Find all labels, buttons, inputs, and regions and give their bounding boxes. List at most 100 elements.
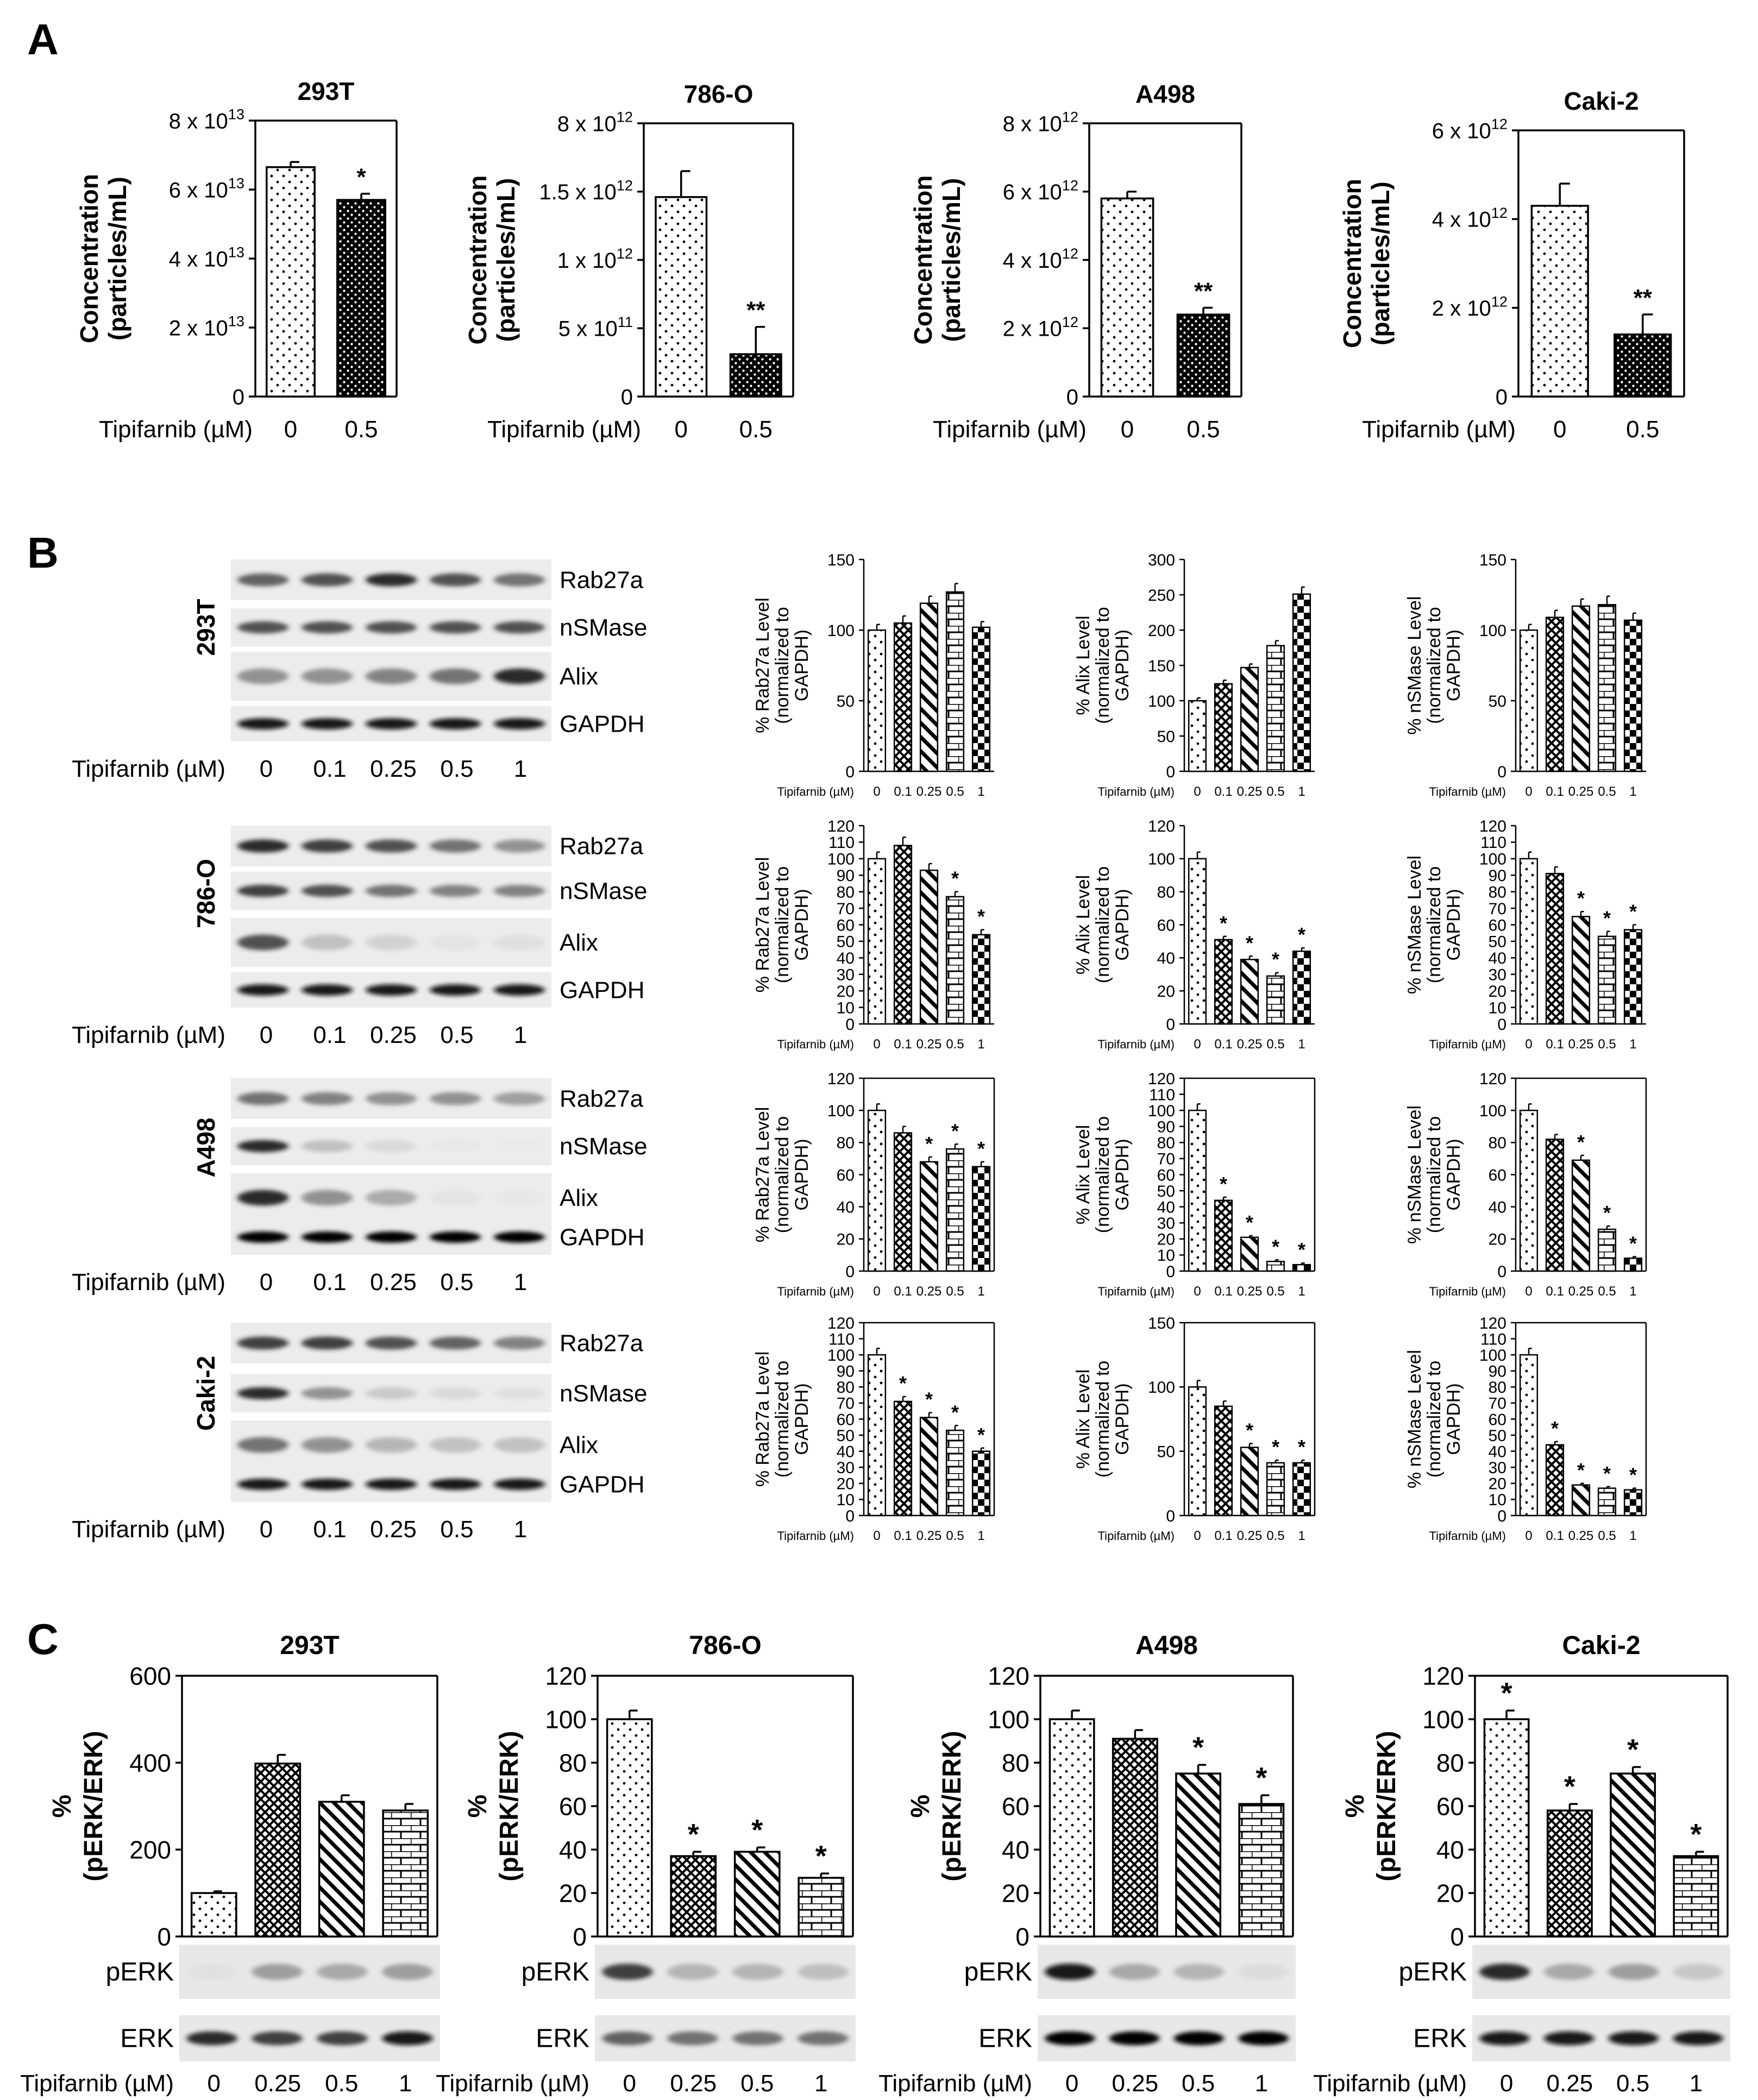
x-tick-label: 0: [1194, 1037, 1201, 1052]
panel-label-a: A: [27, 15, 59, 64]
y-tick-label: 80: [1436, 1749, 1464, 1777]
blot-band: [365, 1140, 417, 1153]
band-label: GAPDH: [560, 977, 644, 1004]
x-tick-label: 0.5: [946, 1037, 964, 1052]
blot-band: [732, 2031, 783, 2046]
significance-star: **: [1634, 285, 1653, 311]
bar-0.1: [1545, 617, 1565, 772]
significance-star: *: [751, 1814, 763, 1846]
band-label: pERK: [522, 1958, 589, 1986]
y-tick-label: 0: [845, 763, 855, 781]
y-axis-label-line: GAPDH): [1112, 1383, 1133, 1455]
bar-0: [867, 1354, 887, 1517]
significance-star: *: [1220, 912, 1227, 934]
chart-b-293t-nsmase: 0 50 100 150 0 0.1 0.25 0.5 1 Tipifarnib (µM) % nS…: [1404, 551, 1646, 799]
x-tick-label: 0: [1194, 1284, 1201, 1299]
y-tick-label: 50: [1489, 1427, 1506, 1445]
blot-band: [365, 984, 417, 996]
blot-band: [301, 718, 353, 730]
significance-star: *: [951, 1401, 959, 1423]
blot-band: [732, 1964, 783, 1980]
band-label: pERK: [106, 1958, 174, 1986]
blot-band: [301, 1140, 353, 1153]
y-tick-label: 20: [837, 1231, 855, 1249]
bar-0.25: [1571, 1484, 1591, 1517]
y-axis-label-line: (pERK/ERK): [495, 1731, 524, 1881]
x-tick-label: 1: [399, 2070, 412, 2097]
y-tick-label: 40: [1157, 1198, 1175, 1216]
x-axis-label: Tipifarnib (µM): [1313, 2070, 1467, 2097]
bar-0.1: [1545, 1444, 1565, 1517]
lane-label: 1: [514, 756, 527, 782]
band-label: ERK: [120, 2024, 174, 2053]
y-tick-label: 250: [1148, 587, 1175, 605]
x-axis-label: Tipifarnib (µM): [1098, 785, 1175, 798]
blot-band: [493, 934, 545, 951]
blot-strip-perk: [595, 1945, 856, 1999]
y-tick-label: 60: [1489, 1166, 1506, 1184]
significance-star: *: [1501, 1677, 1512, 1709]
blot-band: [237, 573, 289, 587]
x-tick-label: 1: [1298, 784, 1305, 799]
bar-1: [1673, 1855, 1719, 1938]
blot-band: [237, 1140, 289, 1153]
x-tick-label: 0.25: [916, 1284, 942, 1299]
y-tick-label: 90: [837, 1363, 855, 1381]
y-axis-label-line: (normalized to: [1093, 1361, 1113, 1477]
blots-layer: Rab27a nSMase Alix GAPDH 293T Tipifarnib (µM)…: [72, 559, 1730, 2061]
blot-band: [365, 1387, 417, 1400]
blot-band: [1109, 2031, 1160, 2046]
blot-strip-nsmase: [231, 608, 551, 646]
chart-b-293t-alix: 0 50 100 150 200 250 300 0 0.1 0.25 0.5 1 Tipifarnib…: [1073, 551, 1315, 799]
y-tick-label: 60: [1157, 916, 1175, 934]
x-tick-label: 0.5: [946, 1529, 964, 1543]
blot-band: [301, 884, 353, 897]
y-tick-label: 0: [1450, 1923, 1464, 1951]
bar-0.25: [1240, 1447, 1259, 1517]
blot-band: [237, 1190, 289, 1206]
y-tick-label: 30: [1489, 1459, 1506, 1477]
significance-star: **: [1194, 278, 1213, 305]
significance-star: *: [1192, 1731, 1204, 1764]
band-label: GAPDH: [560, 711, 644, 738]
y-tick-label: 100: [827, 1102, 855, 1120]
chart-c-a498: 0 20 40 60 80 100 120 0 0.25 * 0.5 * 1 Tipifarnib (µM…: [878, 1631, 1294, 2097]
y-tick-label: 300: [1148, 551, 1175, 569]
significance-star: *: [1246, 932, 1253, 954]
blot-band: [301, 839, 353, 853]
y-tick-label: 100: [1479, 622, 1506, 640]
bar-1: [1238, 1803, 1285, 1938]
x-tick-label: 0.1: [894, 1284, 912, 1299]
y-tick-label: 50: [837, 693, 855, 711]
y-axis-label-line: (normalized to: [772, 866, 793, 983]
y-axis-label-line: GAPDH): [1112, 1139, 1133, 1210]
bar-1: [382, 1809, 429, 1938]
chart-b-786o-alix: 0 20 40 60 80 100 120 0 * 0.1 * 0.25 * 0.5 * 1 Tipifarni…: [1073, 818, 1315, 1052]
x-axis-label: Tipifarnib (µM): [1098, 1529, 1175, 1543]
blot-band: [365, 1190, 417, 1206]
y-axis-label-line: % Alix Level: [1073, 1369, 1094, 1469]
chart-a-293t: 0 2 x 1013 4 x 1013 6 x 1013 8 x 1013 0 * 0.5 Ti…: [75, 77, 398, 443]
y-tick-label: 40: [559, 1836, 587, 1864]
y-tick-label: 90: [837, 867, 855, 885]
y-tick-label: 20: [1157, 1231, 1175, 1249]
blot-band: [365, 668, 417, 684]
y-axis-label-line: % nSMase Level: [1404, 856, 1425, 994]
x-tick-label: 0.5: [1616, 2070, 1649, 2097]
y-axis-label-line: Concentration: [463, 175, 492, 345]
bar-0: [1188, 700, 1207, 772]
bar-0.5: [318, 1801, 365, 1938]
blot-band: [237, 668, 289, 684]
y-axis-label-line: % nSMase Level: [1404, 1350, 1425, 1488]
lane-axis-label: Tipifarnib (µM): [72, 1269, 225, 1296]
blot-strip-alix: [231, 652, 551, 701]
blot-band: [317, 1964, 368, 1980]
x-axis-label: Tipifarnib (µM): [1429, 1529, 1506, 1543]
blot-strip-nsmase: [231, 1374, 551, 1412]
bar-0.25: [919, 1417, 939, 1517]
y-axis-label-line: GAPDH): [1443, 1383, 1464, 1455]
bar-1: [1292, 593, 1311, 772]
